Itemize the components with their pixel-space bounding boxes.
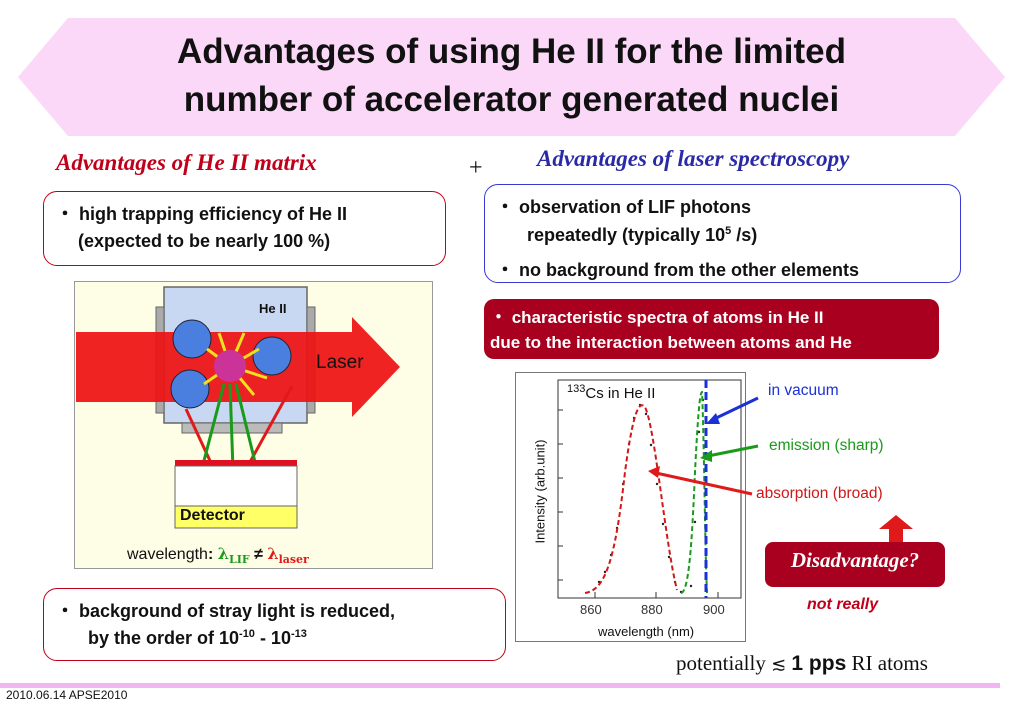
stray-light-line-2: by the order of 10-10 - 10-13 [88,625,307,651]
absorption-curve [584,404,678,594]
spectra-line-1: ・ characteristic spectra of atoms in He … [490,308,824,327]
page-title: Advantages of using He II for the limite… [60,28,963,124]
ri-atoms-word: RI atoms [851,651,928,675]
trapping-line-1: ・ high trapping efficiency of He II [56,204,348,224]
emission-arrow [707,444,759,458]
wavelength-word: wavelength [127,546,208,563]
disadvantage-box [765,542,945,587]
wavelength-relation: wavelength: λLIF ≠ λlaser [127,544,309,566]
stray-line-2-mid: - 10 [254,628,291,648]
up-arrow-icon [879,515,913,543]
lif-line-3: ・ no background from the other elements [496,260,860,280]
detector-label: Detector [180,507,245,524]
atom-sphere [170,369,210,409]
lif-subscript: LIF [228,553,250,567]
y-axis-label: Intensity (arb.unit) [532,439,548,544]
in-vacuum-label: in vacuum [768,382,839,399]
not-equal: ≠ [254,546,263,563]
x-axis-label: wavelength (nm) [598,624,695,639]
tick-900: 900 [703,602,725,617]
plot-frame [557,379,742,599]
filter [175,460,297,466]
disadvantage-label: Disadvantage? [790,548,920,572]
exponent-1: -10 [239,628,255,640]
tick-860: 860 [580,602,602,617]
emission-label: emission (sharp) [769,437,884,454]
title-line-2: number of accelerator generated nuclei [183,80,840,119]
isotope-text: Cs in He II [585,385,656,402]
lambda-laser: λlaser [267,544,309,567]
mass-number: 133 [567,383,586,395]
laser-label: Laser [316,352,364,373]
emission-curve [680,390,708,594]
ion-center [214,350,246,382]
lif-exponent: 5 [725,225,732,237]
stray-light-box [43,588,506,661]
trapping-line-2: (expected to be nearly 100 %) [78,231,331,251]
not-really-label: not really [807,596,879,613]
trapping-efficiency-box [43,191,446,266]
lif-advantages-box [484,184,961,283]
absorption-label: absorption (broad) [756,485,883,502]
spectra-line-2: due to the interaction between atoms and… [490,333,852,352]
laser-subscript: laser [278,553,309,567]
colon: : [207,546,214,563]
stray-line-2-text: by the order of 10 [88,628,240,648]
spectrum-figure [557,379,742,599]
lif-line-2-end: /s) [731,225,758,245]
lif-line-1: ・ observation of LIF photons [496,197,751,217]
atom-sphere [252,336,292,376]
characteristic-spectra-box [484,299,939,359]
annotation-arrows [648,396,759,496]
potential-yield: potentially ≲ 1 pps RI atoms [676,651,928,676]
lif-line-2-text: repeatedly (typically 10 [527,225,726,245]
title-line-1: Advantages of using He II for the limite… [177,32,846,71]
atom-sphere [172,319,212,359]
pps-value: 1 pps [791,652,847,675]
he-ii-label: He II [259,301,287,316]
he-matrix-heading: Advantages of He II matrix [56,150,317,175]
lif-line-2: repeatedly (typically 105 /s) [527,222,757,248]
title-banner [18,18,1005,136]
potential-word: potentially [676,651,766,675]
footer-date: 2010.06.14 APSE2010 [6,688,128,702]
approx-less-symbol: ≲ [771,654,787,675]
lambda-lif: λLIF [217,544,250,567]
lambda-symbol: λ [267,544,279,563]
laser-spectroscopy-heading: Advantages of laser spectroscopy [537,146,850,171]
tick-880: 880 [641,602,663,617]
isotope-label: 133Cs in He II [567,383,656,403]
lambda-symbol: λ [217,544,229,563]
stray-light-line-1: ・ background of stray light is reduced, [56,601,396,621]
detector-label-bg [174,505,298,529]
exponent-2: -13 [290,628,307,640]
footer-divider [0,683,1000,688]
plus-sign: + [469,155,483,181]
absorption-arrow [655,471,753,496]
vacuum-arrow [711,396,759,422]
experiment-illustration [76,286,400,529]
